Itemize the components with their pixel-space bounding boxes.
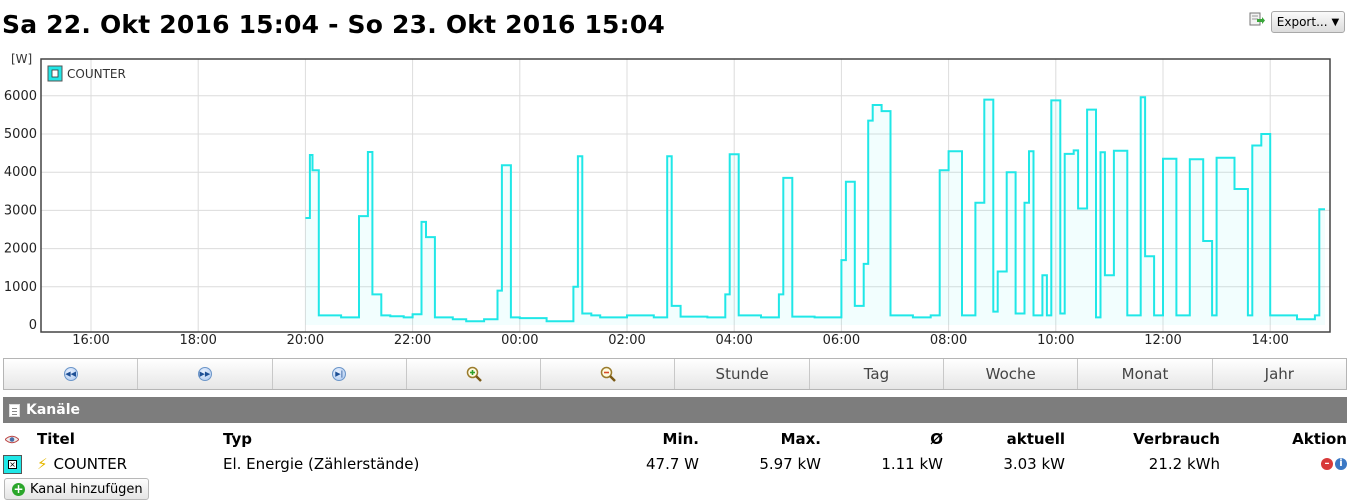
x-tick-label: 00:00 — [501, 333, 538, 348]
skip-end-icon: ▶| — [332, 367, 347, 381]
chart-toolbar: ◀◀ ▶▶ ▶| Stunde Tag Woche Monat Jahr — [3, 358, 1347, 390]
channel-actions: – i — [1223, 451, 1350, 477]
chevron-down-icon: ▼ — [1331, 16, 1340, 28]
visibility-column — [0, 426, 34, 451]
page-title: Sa 22. Okt 2016 15:04 - So 23. Okt 2016 … — [2, 10, 666, 39]
range-year-button-label: Jahr — [1264, 365, 1294, 383]
export-button[interactable]: Export... ▼ — [1271, 11, 1345, 33]
range-month-button-label: Monat — [1121, 365, 1169, 383]
range-month-button[interactable]: Monat — [1078, 359, 1213, 389]
channels-table: Titel Typ Min. Max. Ø aktuell Verbrauch … — [0, 426, 1350, 477]
col-max: Max. — [780, 429, 821, 448]
col-consumption: Verbrauch — [1133, 429, 1220, 448]
zoom-out-icon — [600, 366, 616, 382]
nav-end-button[interactable]: ▶| — [273, 359, 407, 389]
col-min: Min. — [662, 429, 699, 448]
y-tick-label: 2000 — [4, 242, 37, 257]
channel-max: 5.97 kW — [759, 455, 821, 473]
export-icon[interactable] — [1249, 11, 1265, 27]
plus-icon: + — [12, 481, 25, 496]
x-tick-label: 18:00 — [179, 333, 216, 348]
add-channel-label: Kanal hinzufügen — [30, 481, 143, 497]
y-tick-label: 1000 — [4, 280, 37, 295]
y-tick-label: 4000 — [4, 165, 37, 180]
x-tick-label: 06:00 — [823, 333, 860, 348]
y-tick-label: 5000 — [4, 127, 37, 142]
range-week-button-label: Woche — [985, 365, 1036, 383]
table-row: × ⚡ COUNTER El. Energie (Zählerstände) 47… — [0, 451, 1350, 477]
zoom-out-button[interactable] — [541, 359, 676, 389]
channel-title-cell: ⚡ COUNTER — [34, 451, 220, 477]
range-hour-button-label: Stunde — [715, 365, 769, 383]
x-tick-label: 08:00 — [930, 333, 967, 348]
power-chart[interactable]: 0 1000 2000 3000 4000 5000 6000 16:00 18:00 20:0… — [0, 50, 1355, 352]
channel-visibility-checkbox[interactable]: × — [3, 454, 22, 474]
lightning-icon: ⚡ — [37, 455, 48, 473]
range-day-button-label: Tag — [863, 365, 890, 383]
info-icon[interactable]: i — [1335, 458, 1347, 470]
chart-legend: COUNTER — [47, 65, 126, 82]
list-icon — [9, 403, 20, 417]
x-tick-label: 02:00 — [608, 333, 645, 348]
x-tick-label: 14:00 — [1251, 333, 1288, 348]
col-avg: Ø — [930, 429, 943, 448]
channel-checkbox-cell[interactable]: × — [0, 451, 34, 477]
x-tick-label: 04:00 — [715, 333, 752, 348]
eye-icon — [4, 435, 20, 443]
x-tick-label: 12:00 — [1144, 333, 1181, 348]
zoom-in-button[interactable] — [407, 359, 542, 389]
channel-title: COUNTER — [53, 455, 128, 473]
legend-label: COUNTER — [67, 67, 126, 81]
channels-title: Kanäle — [26, 402, 81, 418]
channel-min: 47.7 W — [646, 455, 699, 473]
nav-forward-button[interactable]: ▶▶ — [138, 359, 273, 389]
channel-avg: 1.11 kW — [881, 455, 943, 473]
channel-consumption: 21.2 kWh — [1148, 455, 1220, 473]
plot-frame — [40, 58, 1331, 333]
col-action: Aktion — [1292, 429, 1347, 448]
channels-header: Kanäle — [3, 397, 1347, 423]
y-tick-label: 3000 — [4, 203, 37, 218]
y-tick-label: 6000 — [4, 89, 37, 104]
range-hour-button[interactable]: Stunde — [675, 359, 810, 389]
x-tick-label: 22:00 — [394, 333, 431, 348]
zoom-in-icon — [466, 366, 482, 382]
series-area — [305, 97, 1325, 325]
channel-current: 3.03 kW — [1003, 455, 1065, 473]
add-channel-button[interactable]: + Kanal hinzufügen — [4, 478, 149, 500]
col-current: aktuell — [1006, 429, 1065, 448]
channel-type: El. Energie (Zählerstände) — [223, 455, 420, 473]
range-year-button[interactable]: Jahr — [1213, 359, 1346, 389]
col-title: Titel — [37, 429, 75, 448]
x-tick-label: 16:00 — [72, 333, 109, 348]
delete-icon[interactable]: – — [1321, 458, 1333, 470]
range-week-button[interactable]: Woche — [944, 359, 1079, 389]
y-tick-label: 0 — [29, 318, 37, 333]
col-type: Typ — [223, 429, 252, 448]
rewind-icon: ◀◀ — [63, 367, 78, 381]
fast-forward-icon: ▶▶ — [197, 367, 212, 381]
y-axis-label: [W] — [11, 52, 32, 66]
chart-grid — [41, 59, 1330, 332]
x-tick-label: 20:00 — [287, 333, 324, 348]
export-label: Export... — [1276, 15, 1328, 29]
nav-back-button[interactable]: ◀◀ — [4, 359, 139, 389]
table-header-row: Titel Typ Min. Max. Ø aktuell Verbrauch … — [0, 426, 1350, 451]
x-tick-label: 10:00 — [1037, 333, 1074, 348]
series-line-counter — [305, 96, 1325, 323]
range-day-button[interactable]: Tag — [810, 359, 945, 389]
